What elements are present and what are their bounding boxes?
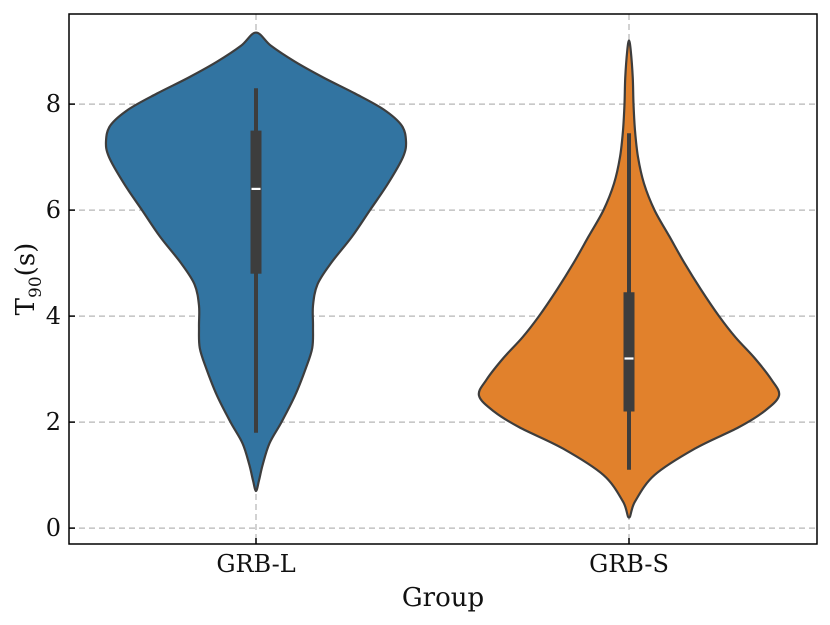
x-tick-label: GRB-L xyxy=(216,550,295,578)
iqr-box-grb-s xyxy=(623,292,635,412)
plot-frame xyxy=(68,13,818,545)
y-axis-label-suffix: (s) xyxy=(11,243,41,277)
y-tick-label: 0 xyxy=(46,514,61,542)
y-tick-label: 2 xyxy=(46,408,61,436)
iqr-box-grb-l xyxy=(250,130,262,274)
tick-layer: 0 2 4 6 8 GRB-L GRB-S xyxy=(46,90,669,578)
y-axis-label: T90(s) xyxy=(11,243,46,316)
x-tick-label: GRB-S xyxy=(589,550,669,578)
y-axis-label-main: T xyxy=(11,297,41,315)
y-tick-label: 8 xyxy=(46,90,61,118)
y-axis-label-subscript: 90 xyxy=(26,276,46,298)
y-tick-label: 4 xyxy=(46,302,61,330)
y-tick-label: 6 xyxy=(46,196,61,224)
x-axis-label: Group xyxy=(402,583,484,613)
box-layer xyxy=(250,88,635,470)
